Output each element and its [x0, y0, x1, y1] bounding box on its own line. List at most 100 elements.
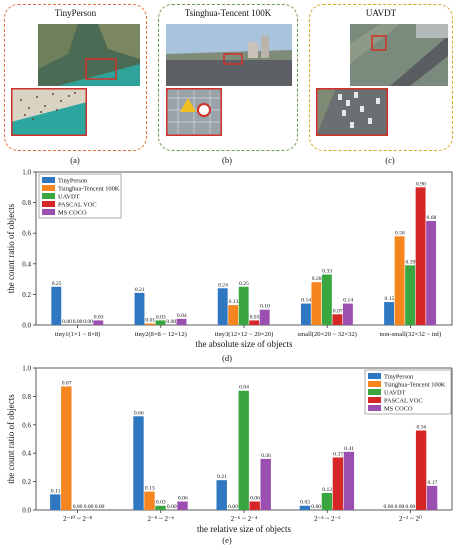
chart-relative-size: 0.00.20.40.60.81.00.110.870.00 0.00 0.002⁻… — [6, 365, 453, 534]
data-label: 0.14 — [343, 298, 353, 304]
y-tick-label: 1.0 — [22, 365, 31, 373]
data-label: 0.37 — [333, 451, 343, 457]
data-label: 0.03 — [300, 500, 310, 506]
data-label: 0.00 — [166, 319, 176, 325]
data-label: 0.84 — [239, 385, 249, 391]
bar-ms-coco — [176, 318, 187, 325]
bar-uavdt — [155, 505, 166, 510]
panel-b-caption: (b) — [222, 155, 232, 165]
bar-ms-coco — [343, 451, 355, 510]
bar-pascal-voc — [249, 320, 260, 325]
y-tick-label: 0.4 — [22, 260, 31, 268]
y-tick-label: 0.8 — [22, 199, 31, 207]
bar-tinyperson — [134, 292, 145, 325]
bar-pascal-voc — [415, 430, 427, 510]
panel-b-zoom-photo — [166, 88, 222, 136]
bar-tsinghua-tencent-100k — [145, 323, 155, 325]
x-axis-label: the absolute size of objects — [196, 339, 293, 349]
bar-tinyperson — [50, 494, 61, 510]
legend-entry: PASCAL VOC — [58, 202, 97, 209]
legend-swatch — [368, 405, 381, 411]
bar-tinyperson — [51, 286, 62, 325]
x-tick-label: 2⁻¹⁰ ~ 2⁻⁸ — [63, 515, 93, 523]
data-label: 0.03 — [156, 314, 166, 320]
legend-swatch — [368, 389, 381, 395]
y-tick-label: 1.0 — [22, 169, 31, 177]
data-label: 0.33 — [322, 269, 332, 275]
legend-entry: UAVDT — [58, 194, 80, 201]
data-label: 0.11 — [51, 488, 61, 494]
panel-b-frame — [158, 4, 298, 151]
legend-entry: PASCAL VOC — [384, 398, 423, 405]
panel-a-photo — [38, 24, 140, 86]
bar-uavdt — [238, 286, 249, 325]
bar-uavdt — [155, 320, 166, 325]
data-label: 0.07 — [333, 308, 343, 314]
y-tick-label: 0.0 — [22, 507, 31, 515]
data-label: 0.17 — [428, 480, 438, 486]
data-label: 0.00 — [406, 504, 416, 510]
chart-absolute-size: 0.00.20.40.60.81.00.250.00 0.00 0.000.03ti… — [6, 169, 453, 349]
y-tick-label: 0.8 — [22, 393, 31, 401]
data-label: 0.03 — [156, 500, 166, 506]
y-tick-label: 0.0 — [22, 322, 31, 330]
legend-entry: MS COCO — [384, 406, 413, 413]
bar-uavdt — [321, 274, 332, 325]
data-label: 0.68 — [427, 215, 437, 221]
legend-swatch — [42, 177, 55, 183]
data-label: 0.00 — [167, 504, 177, 510]
bar-uavdt — [238, 390, 249, 510]
x-tick-label: 2⁻⁶ ~ 2⁻⁴ — [231, 515, 258, 523]
legend-swatch — [42, 193, 55, 199]
legend-entry: TinyPerson — [58, 178, 88, 185]
bar-tinyperson — [216, 480, 227, 510]
legend-entry: TinyPerson — [384, 374, 414, 381]
panel-a-caption: (a) — [70, 155, 80, 165]
panel-b-photo — [166, 24, 292, 86]
data-label: 0.06 — [250, 495, 260, 501]
data-label: 0.39 — [406, 259, 416, 265]
y-tick-label: 0.2 — [22, 478, 31, 486]
data-label: 0.00 — [62, 319, 72, 325]
data-label: 0.00 — [95, 504, 105, 510]
data-label: 0.10 — [260, 304, 270, 310]
x-tick-label: non-small(32×32 ~ inf) — [379, 331, 441, 338]
bar-pascal-voc — [249, 501, 260, 510]
data-label: 0.28 — [312, 276, 322, 282]
panel-c-photo — [350, 24, 448, 86]
x-tick-label: 2⁻⁸ ~ 2⁻⁶ — [148, 515, 175, 523]
legend-entry: UAVDT — [384, 390, 406, 397]
legend-swatch — [368, 397, 381, 403]
data-label: 0.21 — [217, 474, 227, 480]
x-tick-label: 2⁻² ~ 2⁰ — [399, 515, 422, 523]
legend-swatch — [42, 209, 55, 215]
data-label: 0.58 — [395, 230, 405, 236]
bar-uavdt — [405, 265, 416, 325]
panel-c-zoom-photo — [316, 88, 388, 136]
legend-entry: MS COCO — [58, 210, 87, 217]
legend-swatch — [42, 185, 55, 191]
data-label: 0.13 — [145, 486, 155, 492]
y-axis-label: the count ratio of objects — [6, 394, 16, 484]
data-label: 0.13 — [229, 299, 239, 305]
x-tick-label: 2⁻⁴ ~ 2⁻² — [314, 515, 340, 523]
data-label: 0.25 — [52, 281, 62, 287]
bar-pascal-voc — [415, 187, 426, 325]
legend-entry: Tsinghua-Tencent 100K — [384, 382, 446, 389]
bar-ms-coco — [426, 220, 437, 325]
chart-e-caption: (e) — [222, 535, 232, 545]
data-label: 0.00 — [73, 319, 83, 325]
panel-c-frame — [309, 4, 453, 151]
bar-ms-coco — [426, 485, 438, 510]
bar-tsinghua-tencent-100k — [144, 491, 155, 510]
panel-b-title: Tsinghua-Tencent 100K — [184, 8, 272, 18]
data-label: 0.00 — [395, 504, 405, 510]
panel-a-frame — [4, 4, 147, 151]
bar-ms-coco — [259, 309, 270, 325]
panel-c-title: UAVDT — [365, 8, 397, 18]
bar-pascal-voc — [332, 314, 343, 325]
data-label: 0.66 — [134, 410, 144, 416]
bar-ms-coco — [93, 320, 104, 325]
data-label: 0.87 — [62, 380, 72, 386]
